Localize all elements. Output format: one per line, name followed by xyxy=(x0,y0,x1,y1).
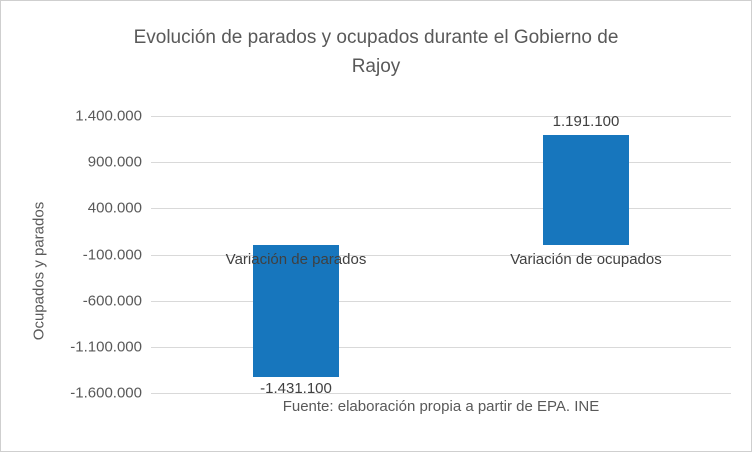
y-tick-label: 900.000 xyxy=(87,153,142,171)
data-label: -1.431.100 xyxy=(260,380,332,398)
y-axis-title: Ocupados y parados xyxy=(30,201,48,341)
bar xyxy=(253,245,339,378)
chart-title: Evolución de parados y ocupados durante … xyxy=(133,27,619,78)
gridline xyxy=(151,254,731,256)
gridline xyxy=(151,162,731,164)
category-label: Variación de ocupados xyxy=(510,251,662,269)
y-tick-label: -100.000 xyxy=(82,246,142,263)
gridline xyxy=(151,300,731,302)
data-label: 1.191.100 xyxy=(552,113,620,131)
y-tick-label: -1.100.000 xyxy=(70,338,142,356)
gridline xyxy=(151,346,731,348)
plot-area: 1.400.000 900.000 400.000 -100.000 -600.000 -… xyxy=(70,108,731,402)
category-label: Variación de parados xyxy=(225,251,367,269)
y-tick-label: -1.600.000 xyxy=(70,384,142,402)
bar xyxy=(543,135,629,246)
gridline xyxy=(151,393,731,394)
gridline xyxy=(151,116,731,117)
y-tick-label: 1.400.000 xyxy=(75,107,142,125)
source-caption: Fuente: elaboración propia a partir de E… xyxy=(282,398,600,415)
y-tick-label: -600.000 xyxy=(82,292,142,310)
y-tick-label: 400.000 xyxy=(87,199,142,217)
gridline xyxy=(151,208,731,210)
